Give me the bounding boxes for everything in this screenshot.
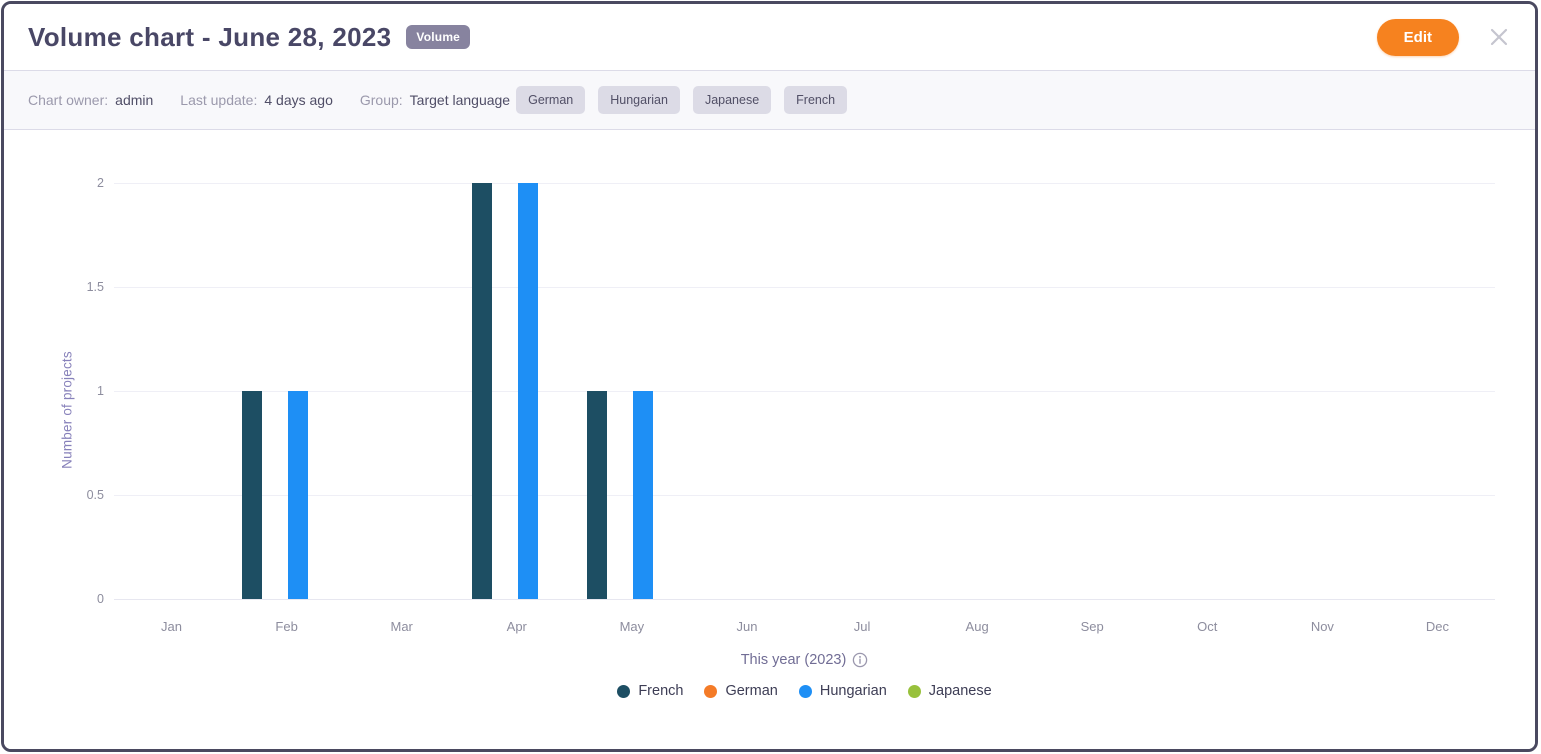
bar-hungarian-apr <box>518 183 539 599</box>
last-update-label: Last update: <box>180 92 258 108</box>
chart-owner-field: Chart owner: admin <box>28 92 153 108</box>
legend-item-french[interactable]: French <box>617 683 683 699</box>
x-tick-label: Aug <box>965 619 989 634</box>
tag-chip: Hungarian <box>598 86 680 114</box>
x-tick-label: Jul <box>853 619 871 634</box>
chart-type-badge: Volume <box>406 25 471 49</box>
x-tick-label: Mar <box>390 619 413 634</box>
bar-hungarian-feb <box>288 391 309 599</box>
tag-chip: German <box>516 86 586 114</box>
legend-item-hungarian[interactable]: Hungarian <box>798 683 887 699</box>
info-icon[interactable] <box>852 652 868 668</box>
x-tick-label: Jun <box>736 619 758 634</box>
chart-owner-value: admin <box>115 92 154 108</box>
edit-button[interactable]: Edit <box>1376 18 1459 56</box>
x-tick-label: Dec <box>1425 619 1450 634</box>
bar-hungarian-may <box>633 391 654 599</box>
x-tick-label: Apr <box>506 619 527 634</box>
legend-item-german[interactable]: German <box>704 683 778 699</box>
group-field: Group: Target language <box>360 92 510 108</box>
meta-bar: Chart owner: admin Last update: 4 days a… <box>4 70 1535 130</box>
x-tick-label: Oct <box>1197 619 1218 634</box>
group-value: Target language <box>409 92 511 108</box>
last-update-value: 4 days ago <box>264 92 333 108</box>
y-tick-label: 1 <box>97 384 104 398</box>
bar-french-apr <box>472 183 493 599</box>
bar-french-may <box>587 391 608 599</box>
legend-label: Hungarian <box>819 683 887 699</box>
gridline <box>114 183 1495 184</box>
caption-text: This year (2023) <box>740 652 847 668</box>
x-tick-label: Nov <box>1310 619 1334 634</box>
page-title: Volume chart - June 28, 2023 <box>28 21 392 52</box>
gridline <box>114 391 1495 392</box>
gridline <box>114 287 1495 288</box>
last-update-field: Last update: 4 days ago <box>180 92 333 108</box>
bar-french-feb <box>242 391 263 599</box>
header: Volume chart - June 28, 2023 Volume Edit <box>4 4 1535 70</box>
legend-dot <box>798 684 812 698</box>
legend-item-japanese[interactable]: Japanese <box>907 683 992 699</box>
chart-section: Number of projects 0 0.5 1 1.5 2 Jan Feb Mar Ap… <box>4 130 1535 749</box>
legend-dot <box>617 684 631 698</box>
group-label: Group: <box>359 92 403 108</box>
plot-area <box>114 183 1495 600</box>
x-tick-label: May <box>619 619 645 634</box>
legend: French German Hungarian Japanese <box>114 681 1495 701</box>
x-tick-label: Sep <box>1080 619 1104 634</box>
legend-label: Japanese <box>928 683 992 699</box>
y-tick-label: 0 <box>97 592 104 606</box>
chart-owner-label: Chart owner: <box>28 92 109 108</box>
y-tick-label: 0.5 <box>86 488 104 502</box>
x-tick-label: Feb <box>275 619 298 634</box>
tag-chip: French <box>784 86 848 114</box>
gridline <box>114 599 1495 600</box>
tag-chip: Japanese <box>692 86 772 114</box>
legend-label: French <box>638 683 684 699</box>
close-button[interactable] <box>1487 25 1511 49</box>
legend-label: German <box>725 683 778 699</box>
y-tick-label: 1.5 <box>86 280 104 294</box>
legend-dot <box>704 684 718 698</box>
y-axis-title: Number of projects <box>59 351 75 469</box>
group-tags: German Hungarian Japanese French <box>516 86 848 114</box>
y-tick-label: 2 <box>97 176 104 190</box>
gridline <box>114 495 1495 496</box>
legend-dot <box>907 684 921 698</box>
x-axis-caption: This year (2023) <box>114 650 1495 670</box>
close-icon <box>1490 28 1508 46</box>
x-tick-label: Jan <box>161 619 183 634</box>
